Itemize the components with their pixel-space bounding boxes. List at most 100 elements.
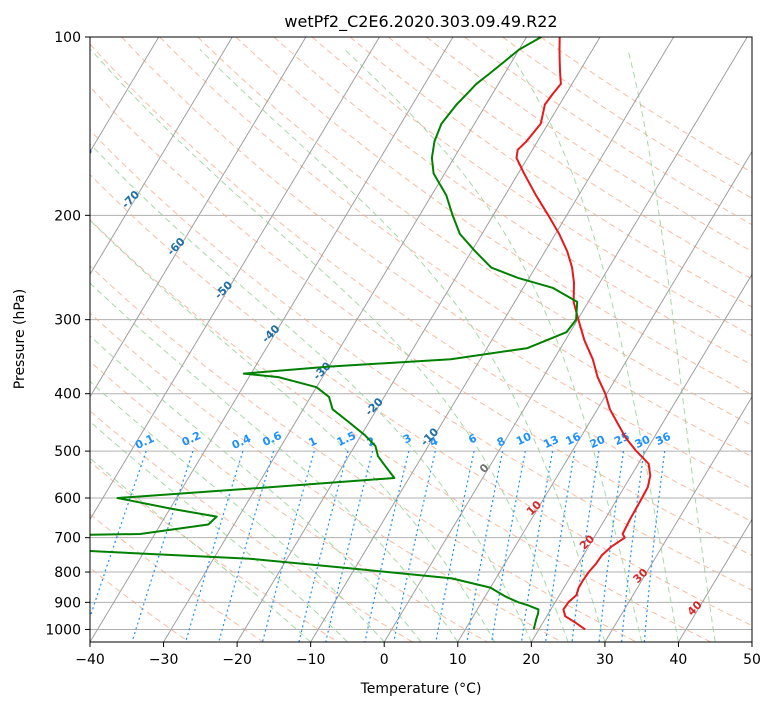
y-tick-label: 1000 xyxy=(45,622,81,638)
dry-adiabat xyxy=(90,173,752,627)
x-tick-label: 40 xyxy=(669,652,687,668)
isotherm-label: -30 xyxy=(311,359,334,382)
moist-adiabat xyxy=(627,49,716,642)
mixing-ratio-label: 13 xyxy=(541,433,560,451)
mixing-ratio-line xyxy=(466,450,504,642)
dewpoint-profile-line xyxy=(90,37,579,630)
mixing-ratio-label: 3 xyxy=(401,431,413,446)
x-axis-label: Temperature (°C) xyxy=(360,681,482,697)
isotherm xyxy=(90,37,307,398)
x-tick-label: −20 xyxy=(222,652,252,668)
mixing-ratio-label: 10 xyxy=(514,430,534,448)
x-tick-label: −40 xyxy=(75,652,105,668)
isotherm xyxy=(457,150,752,642)
dry-adiabat xyxy=(387,37,752,280)
moist-adiabat xyxy=(199,49,606,642)
moist-adiabat xyxy=(90,219,496,642)
mixing-ratio-line xyxy=(520,450,554,642)
mixing-ratio-label: 0.2 xyxy=(180,429,203,449)
dry-adiabat xyxy=(90,219,712,642)
mixing-ratio-label: 0.6 xyxy=(261,429,284,449)
mixing-ratio-line xyxy=(393,450,436,642)
x-tick-label: 0 xyxy=(380,652,389,668)
dry-adiabat xyxy=(273,37,752,366)
temperature-profile-line xyxy=(515,37,652,631)
mixing-ratio-line xyxy=(185,450,244,642)
dry-adiabat xyxy=(90,86,752,557)
moist-adiabat xyxy=(90,282,459,642)
y-axis-label: Pressure (hPa) xyxy=(12,289,28,389)
mixing-ratio-label: 8 xyxy=(495,434,507,449)
y-tick-label: 600 xyxy=(54,491,81,507)
mixing-ratio-label: 20 xyxy=(588,433,608,451)
x-tick-label: 50 xyxy=(743,652,761,668)
mixing-ratio-line xyxy=(545,450,576,642)
x-tick-label: 30 xyxy=(596,652,614,668)
dry-adiabat xyxy=(235,37,752,396)
mixing-ratio-line xyxy=(571,451,600,642)
isotherm xyxy=(236,37,601,642)
plot-area: 0.10.20.40.611.52346810131620253036-100-… xyxy=(0,37,752,642)
isotherm-label: -50 xyxy=(212,278,235,301)
x-tick-label: −10 xyxy=(296,652,326,668)
mixing-ratio-label: 6 xyxy=(466,431,479,446)
dry-adiabat xyxy=(90,513,264,642)
mixing-ratio-line xyxy=(218,450,275,642)
y-tick-label: 500 xyxy=(54,444,81,460)
dry-adiabat xyxy=(90,312,562,642)
y-tick-label: 400 xyxy=(54,387,81,403)
isotherm xyxy=(90,37,454,642)
mixing-ratio-line xyxy=(90,450,147,620)
dry-adiabat xyxy=(349,37,752,308)
isotherm xyxy=(530,273,752,642)
isotherm xyxy=(604,395,752,642)
x-tick-label: 20 xyxy=(522,652,540,668)
dry-adiabat xyxy=(159,37,752,458)
dry-adiabat xyxy=(197,37,752,427)
y-tick-label: 800 xyxy=(54,565,81,581)
x-axis: −40 −30 −20 −10 0 10 20 30 40 50 xyxy=(75,642,761,668)
moist-adiabat xyxy=(90,380,385,642)
moist-adiabat xyxy=(90,335,422,642)
dry-adiabat xyxy=(90,461,339,642)
moist-adiabat xyxy=(344,49,643,642)
y-tick-label: 100 xyxy=(54,30,81,46)
y-tick-label: 900 xyxy=(54,595,81,611)
isotherm xyxy=(383,37,748,642)
isotherm xyxy=(90,37,233,276)
mixing-ratio-label: 30 xyxy=(633,433,653,451)
plot-frame xyxy=(89,36,753,643)
isotherm-label: 10 xyxy=(524,498,544,518)
isotherm-label: -70 xyxy=(119,188,142,211)
y-axis: 100 200 300 400 500 600 700 800 900 1000 xyxy=(45,30,90,638)
x-tick-label: 10 xyxy=(449,652,467,668)
isotherm-label: -40 xyxy=(259,322,282,345)
isotherm xyxy=(90,37,160,153)
dry-adiabat xyxy=(311,37,752,337)
isotherm xyxy=(0,37,12,642)
isotherm-label: -100 xyxy=(0,56,2,85)
isotherm xyxy=(163,37,527,642)
isotherm-label: -80 xyxy=(72,144,95,167)
y-tick-label: 200 xyxy=(54,208,81,224)
mixing-ratio-line xyxy=(298,450,349,642)
moist-adiabat xyxy=(90,143,532,642)
moist-adiabat xyxy=(90,457,312,642)
isotherm-label: -90 xyxy=(25,100,48,123)
mixing-ratio-label: 0.4 xyxy=(230,432,253,452)
dry-adiabat xyxy=(121,37,752,490)
dry-adiabat xyxy=(90,129,752,591)
dry-adiabat xyxy=(540,37,752,174)
mixing-ratio-label: 1 xyxy=(307,434,319,449)
y-tick-label: 300 xyxy=(54,313,81,329)
moist-adiabat xyxy=(90,421,348,642)
isotherm xyxy=(310,37,675,642)
chart-title: wetPf2_C2E6.2020.303.09.49.R22 xyxy=(284,12,557,32)
dry-adiabat xyxy=(90,360,488,642)
mixing-ratio-label: 16 xyxy=(564,430,584,448)
moist-adiabat xyxy=(90,49,569,642)
mixing-ratio-line xyxy=(643,451,666,642)
dry-adiabat xyxy=(426,37,752,253)
isotherm xyxy=(678,518,752,642)
